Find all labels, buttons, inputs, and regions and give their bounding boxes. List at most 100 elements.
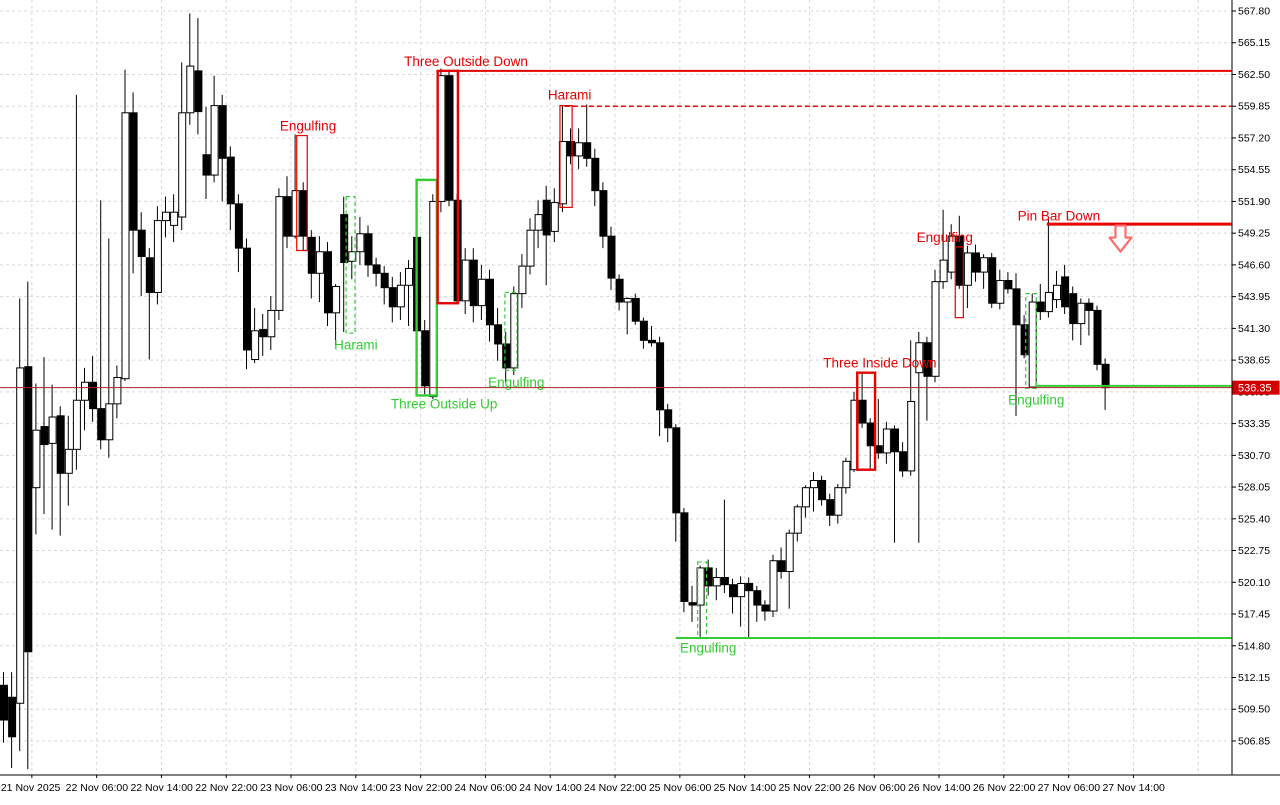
candle bbox=[307, 230, 316, 299]
time-axis-label: 22 Nov 06:00 bbox=[66, 782, 129, 794]
candle bbox=[445, 69, 454, 207]
candle bbox=[623, 297, 632, 335]
candle bbox=[696, 565, 705, 639]
candle bbox=[299, 182, 308, 251]
price-axis-label: 541.30 bbox=[1238, 323, 1270, 335]
candle bbox=[1036, 284, 1045, 321]
pattern-box bbox=[559, 105, 573, 209]
candle bbox=[97, 200, 106, 450]
candle bbox=[615, 274, 624, 311]
candle bbox=[745, 577, 754, 638]
candle bbox=[186, 13, 195, 125]
candle bbox=[785, 529, 794, 609]
candle bbox=[1020, 315, 1029, 359]
candle bbox=[672, 424, 681, 542]
candle bbox=[380, 266, 389, 305]
candle bbox=[170, 194, 179, 243]
candle bbox=[591, 148, 600, 207]
candle bbox=[81, 367, 89, 431]
pattern-box bbox=[1025, 293, 1037, 389]
candle bbox=[907, 340, 916, 476]
candle bbox=[145, 248, 154, 360]
candle bbox=[826, 493, 835, 527]
price-axis-label: 506.85 bbox=[1238, 735, 1270, 747]
candle bbox=[1028, 293, 1037, 389]
candle bbox=[874, 399, 883, 459]
candle bbox=[324, 242, 332, 326]
candle bbox=[631, 293, 640, 325]
current-price-badge-bg bbox=[1232, 380, 1280, 395]
patterns-layer: Engulfing Harami Three Outside Up Three Out… bbox=[280, 54, 1232, 656]
candle bbox=[267, 296, 276, 350]
candle bbox=[583, 104, 592, 167]
candle bbox=[178, 62, 187, 231]
candle bbox=[64, 415, 73, 506]
candle bbox=[16, 298, 25, 752]
candle bbox=[915, 331, 924, 543]
candle bbox=[437, 68, 446, 213]
time-axis-label: 24 Nov 22:00 bbox=[584, 782, 647, 794]
price-axis-label: 546.60 bbox=[1238, 259, 1270, 271]
price-axis[interactable]: 567.80 565.15 562.50 559.85 557.20 554.55 551.… bbox=[1231, 0, 1270, 775]
candle bbox=[48, 384, 57, 530]
candle bbox=[477, 264, 486, 321]
candle bbox=[639, 317, 648, 349]
candle bbox=[923, 336, 932, 421]
candle bbox=[210, 75, 219, 183]
candle bbox=[243, 238, 251, 370]
pattern-label: Three Outside Down bbox=[404, 54, 528, 69]
candle bbox=[153, 206, 162, 305]
candle bbox=[858, 372, 867, 428]
candle bbox=[251, 308, 260, 364]
price-axis-label: 509.50 bbox=[1238, 704, 1270, 716]
time-axis[interactable]: 21 Nov 2025 22 Nov 06:00 22 Nov 14:00 22 No… bbox=[0, 774, 1280, 794]
candle bbox=[348, 236, 357, 280]
candle bbox=[494, 308, 503, 361]
candle bbox=[575, 128, 584, 170]
candles-layer bbox=[0, 13, 1110, 770]
price-axis-label: 543.95 bbox=[1238, 291, 1270, 303]
price-axis-label: 525.40 bbox=[1238, 513, 1270, 525]
candle bbox=[720, 499, 729, 594]
pattern-box bbox=[856, 371, 877, 471]
candle bbox=[194, 18, 203, 135]
time-axis-label: 23 Nov 14:00 bbox=[325, 782, 388, 794]
candle bbox=[56, 406, 65, 536]
pattern-label: Pin Bar Down bbox=[1018, 208, 1101, 223]
price-axis-label: 549.25 bbox=[1238, 228, 1270, 240]
candle bbox=[291, 134, 300, 239]
candle bbox=[1053, 270, 1061, 309]
time-axis-label: 26 Nov 14:00 bbox=[908, 782, 971, 794]
price-axis-label: 520.10 bbox=[1238, 577, 1270, 589]
candle bbox=[1069, 286, 1078, 341]
time-axis-label: 22 Nov 22:00 bbox=[195, 782, 258, 794]
candle bbox=[753, 585, 762, 622]
current-price-badge: 536.35 bbox=[1232, 380, 1280, 395]
pattern-box bbox=[345, 196, 356, 334]
candle bbox=[259, 314, 268, 356]
candle bbox=[891, 425, 899, 543]
time-axis-label: 27 Nov 06:00 bbox=[1038, 782, 1101, 794]
pattern-label: Engulfing bbox=[488, 375, 544, 390]
candle bbox=[340, 196, 349, 332]
candle bbox=[502, 331, 511, 383]
candle bbox=[0, 672, 8, 743]
time-axis-label: 22 Nov 14:00 bbox=[130, 782, 193, 794]
price-axis-label: 514.80 bbox=[1238, 640, 1270, 652]
candle bbox=[534, 200, 543, 249]
candle bbox=[315, 236, 324, 303]
candle bbox=[1085, 298, 1094, 336]
candle bbox=[332, 284, 341, 346]
candle bbox=[810, 472, 818, 512]
candle bbox=[137, 212, 146, 297]
candle bbox=[32, 383, 41, 535]
price-axis-label: 554.55 bbox=[1238, 164, 1270, 176]
candle bbox=[793, 504, 802, 542]
candle bbox=[469, 248, 478, 323]
pattern-label: Engulfing bbox=[1008, 393, 1064, 408]
pattern-label: Engulfing bbox=[917, 230, 973, 245]
candle bbox=[712, 567, 721, 601]
pattern-box bbox=[296, 134, 308, 252]
